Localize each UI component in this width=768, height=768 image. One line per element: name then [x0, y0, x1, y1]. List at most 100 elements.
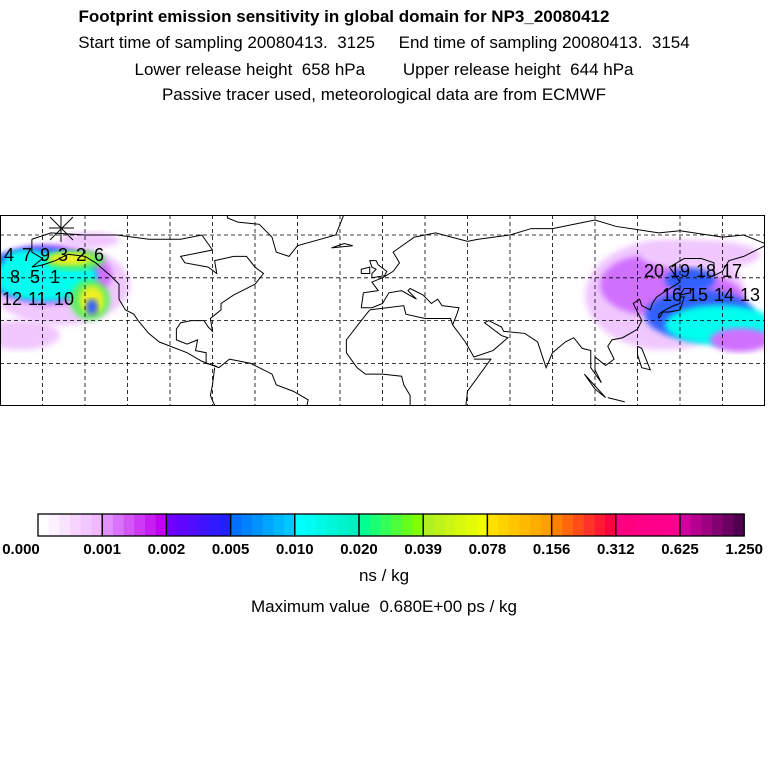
map-frame	[0, 215, 765, 406]
colorbar-swatch	[145, 514, 157, 536]
coastline	[607, 397, 625, 403]
colorbar-swatch	[487, 514, 499, 536]
trajectory-label: 10	[54, 289, 74, 309]
colorbar-tick-label: 0.625	[661, 541, 699, 558]
trajectory-label: 1	[50, 267, 60, 287]
colorbar-units: ns / kg	[358, 566, 410, 585]
sensitivity-plumes	[0, 232, 765, 352]
colorbar-swatch	[391, 514, 403, 536]
coastline	[345, 309, 411, 405]
colorbar-tick-label: 0.005	[212, 541, 250, 558]
colorbar-swatch	[701, 514, 713, 536]
colorbar-swatch	[177, 514, 189, 536]
trajectory-label: 13	[740, 285, 760, 305]
sampling-time: Start time of sampling 20080413. 3125 En…	[78, 33, 690, 52]
plume-haze	[640, 240, 760, 270]
trajectory-label: 3	[58, 245, 68, 265]
coastline	[360, 266, 371, 275]
colorbar-tick-label: 0.156	[533, 541, 571, 558]
colorbar-swatch	[273, 514, 285, 536]
colorbar-swatch	[284, 514, 296, 536]
coastline	[209, 367, 216, 405]
colorbar-swatch	[252, 514, 264, 536]
colorbar-tick-label: 0.078	[469, 541, 507, 558]
colorbar-swatch	[466, 514, 478, 536]
colorbar-swatch	[70, 514, 82, 536]
colorbar-swatch	[551, 514, 563, 536]
colorbar-swatch	[326, 514, 339, 536]
colorbar-swatch	[669, 514, 681, 536]
colorbar-swatch	[476, 514, 488, 536]
trajectory-label: 5	[30, 267, 40, 287]
colorbar-swatch	[209, 514, 221, 536]
colorbar-tick-label: 0.020	[340, 541, 378, 558]
colorbar-swatch	[262, 514, 274, 536]
colorbar-swatch	[680, 514, 692, 536]
colorbar-tick-label: 0.002	[148, 541, 186, 558]
colorbar-tick-label: 0.312	[597, 541, 635, 558]
colorbar-swatch	[722, 514, 734, 536]
colorbar-swatch	[348, 514, 360, 536]
trajectory-label: 8	[10, 267, 20, 287]
colorbar-swatch	[305, 514, 317, 536]
maximum-value: Maximum value 0.680E+00 ps / kg	[251, 597, 517, 616]
coastline	[465, 358, 492, 405]
colorbar-swatch	[102, 514, 114, 536]
colorbar-swatch	[733, 514, 745, 536]
release-height: Lower release height 658 hPa Upper relea…	[134, 60, 634, 79]
trajectory-label: 7	[22, 245, 32, 265]
colorbar-swatch	[80, 514, 92, 536]
colorbar-swatch	[198, 514, 210, 536]
colorbar-swatch	[294, 514, 306, 536]
trajectory-label: 12	[2, 289, 22, 309]
colorbar-swatch	[59, 514, 71, 536]
colorbar-swatch	[48, 514, 60, 536]
coastline	[679, 288, 692, 296]
colorbar-swatch	[647, 514, 660, 536]
colorbar-swatch	[594, 514, 606, 536]
coastline	[658, 296, 685, 319]
colorbar-swatch	[423, 514, 435, 536]
plume-haze	[0, 320, 60, 350]
colorbar-swatch	[112, 514, 125, 536]
colorbar-swatch	[187, 514, 199, 536]
graticule	[0, 215, 765, 405]
colorbar-swatch	[562, 514, 574, 536]
colorbar-swatch	[712, 514, 724, 536]
colorbar-swatch	[498, 514, 510, 536]
colorbar-swatch	[444, 514, 456, 536]
colorbar-swatch	[155, 514, 167, 536]
release-location-star-icon	[49, 215, 74, 242]
plume-blue	[665, 268, 715, 292]
colorbar-swatch	[380, 514, 392, 536]
colorbar-swatch	[615, 514, 627, 536]
colorbar-swatch	[626, 514, 638, 536]
coastline	[226, 215, 345, 257]
trajectory-label: 15	[688, 285, 708, 305]
trajectory-label: 16	[662, 285, 682, 305]
colorbar-swatch	[433, 514, 446, 536]
colorbar-swatch	[369, 514, 381, 536]
coastline	[637, 345, 652, 371]
colorbar-swatch	[573, 514, 585, 536]
colorbar-swatch	[508, 514, 520, 536]
colorbar-swatch	[690, 514, 702, 536]
trajectory-label: 2	[76, 245, 86, 265]
trajectory-label: 18	[696, 261, 716, 281]
colorbar-tick-label: 0.010	[276, 541, 314, 558]
colorbar-swatch	[658, 514, 670, 536]
colorbar-swatch	[230, 514, 242, 536]
colorbar-tick-label: 0.000	[2, 541, 40, 558]
coastline	[361, 245, 765, 383]
colorbar-segment	[679, 513, 745, 537]
trajectory-labels: 4 7 9 3 2 6 8 5 1 12 11 10 20 19 18 17 16 15 14 13	[2, 245, 760, 309]
trajectory-label: 20	[644, 261, 664, 281]
colorbar-swatch	[530, 514, 542, 536]
trajectory-label: 9	[40, 245, 50, 265]
colorbar-swatch	[359, 514, 371, 536]
plume-blue	[86, 299, 98, 315]
colorbar-swatch	[605, 514, 617, 536]
colorbar-swatch	[316, 514, 328, 536]
colorbar-swatch	[637, 514, 649, 536]
trajectory-label: 6	[94, 245, 104, 265]
